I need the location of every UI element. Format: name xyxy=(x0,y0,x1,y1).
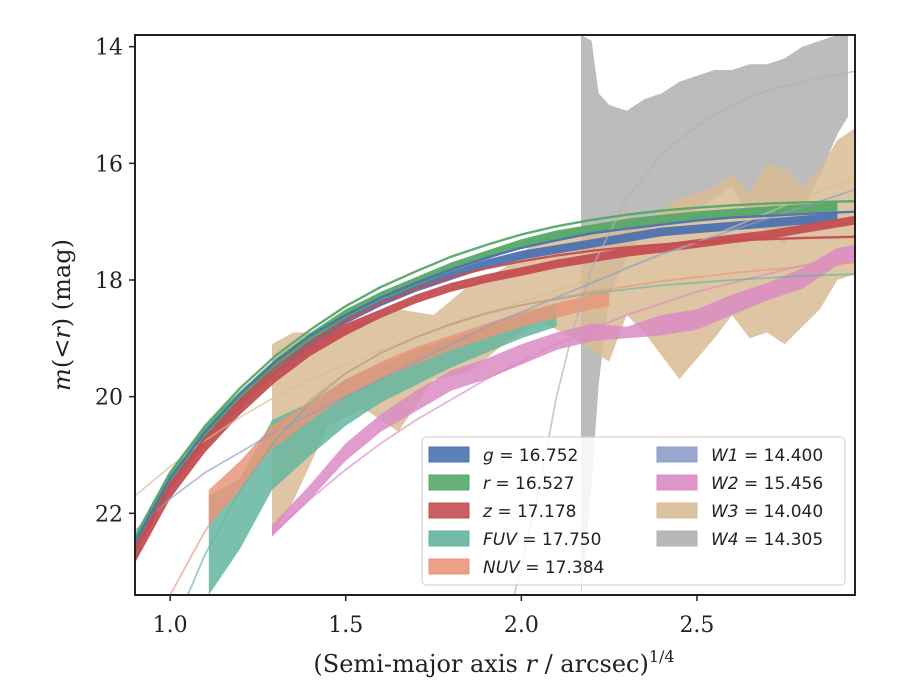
x-tick-label: 1.0 xyxy=(153,613,188,638)
legend-swatch xyxy=(428,530,470,547)
legend-box xyxy=(421,436,846,586)
legend-entry-w3: W3 = 14.040 xyxy=(656,502,823,522)
legend-label: z = 17.178 xyxy=(482,502,576,522)
y-tick-label: 16 xyxy=(95,152,123,177)
legend-entry-nuv: NUV = 17.384 xyxy=(428,558,604,578)
model-line-w4 xyxy=(513,70,855,595)
legend-swatch xyxy=(656,446,698,463)
legend-label: g = 16.752 xyxy=(483,446,578,466)
legend-entry-z: z = 17.178 xyxy=(428,502,576,522)
legend-label: NUV = 17.384 xyxy=(483,558,604,578)
y-axis-label: m(<r) (mag) xyxy=(48,239,76,391)
model-line-w1 xyxy=(135,188,855,532)
legend-swatch xyxy=(428,558,470,575)
legend: g = 16.752 r = 16.527 z = 17.178 FUV = 17.7… xyxy=(421,436,846,586)
legend-swatch xyxy=(656,530,698,547)
legend-label: r = 16.527 xyxy=(483,474,575,494)
legend-entry-fuv: FUV = 17.750 xyxy=(428,530,601,550)
model-line-g xyxy=(135,210,855,544)
model-line-nuv xyxy=(169,261,855,595)
plot-frame xyxy=(134,34,856,596)
legend-entry-w2: W2 = 15.456 xyxy=(656,474,823,494)
x-tick-label: 1.5 xyxy=(328,613,363,638)
legend-swatch xyxy=(428,502,470,519)
y-tick-label: 20 xyxy=(95,386,123,411)
y-tick-label: 14 xyxy=(95,36,123,61)
legend-label: W4 = 14.305 xyxy=(711,530,823,550)
legend-entry-w1: W1 = 14.400 xyxy=(656,446,823,466)
legend-entry-g: g = 16.752 xyxy=(428,446,578,466)
legend-swatch xyxy=(428,474,470,491)
legend-entry-r: r = 16.527 xyxy=(428,474,575,494)
y-tick-label: 22 xyxy=(95,502,123,527)
x-axis-label: (Semi-major axis r / arcsec)1/4 xyxy=(313,647,674,678)
legend-swatch xyxy=(656,474,698,491)
legend-label: W2 = 15.456 xyxy=(711,474,823,494)
band-fuv xyxy=(208,303,557,595)
legend-entry-w4: W4 = 14.305 xyxy=(656,530,823,550)
legend-swatch xyxy=(656,502,698,519)
model-line-r xyxy=(135,200,855,538)
plot-area xyxy=(135,35,855,595)
band-w2 xyxy=(272,245,855,537)
y-tick-label: 18 xyxy=(95,269,123,294)
axes: 1.0 1.5 2.0 2.5 14 16 18 20 22 xyxy=(95,34,856,638)
legend-label: W1 = 14.400 xyxy=(711,446,823,466)
legend-label: FUV = 17.750 xyxy=(483,530,601,550)
model-line-z xyxy=(135,235,855,549)
legend-label: W3 = 14.040 xyxy=(711,502,823,522)
x-tick-label: 2.0 xyxy=(504,613,539,638)
legend-swatch xyxy=(428,446,470,463)
x-tick-label: 2.5 xyxy=(679,613,714,638)
